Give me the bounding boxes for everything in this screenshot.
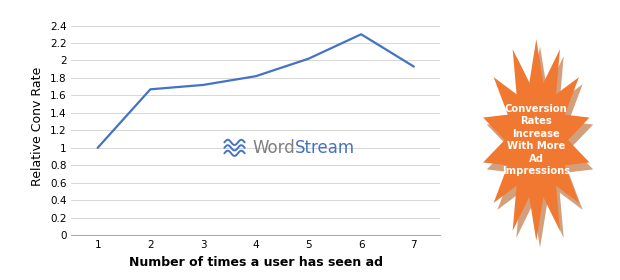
Text: Word: Word xyxy=(252,139,295,157)
Text: Conversion
Rates
Increase
With More
Ad
Impressions: Conversion Rates Increase With More Ad I… xyxy=(502,104,570,176)
Text: Stream: Stream xyxy=(294,139,355,157)
Y-axis label: Relative Conv Rate: Relative Conv Rate xyxy=(31,66,44,186)
X-axis label: Number of times a user has seen ad: Number of times a user has seen ad xyxy=(129,256,383,269)
